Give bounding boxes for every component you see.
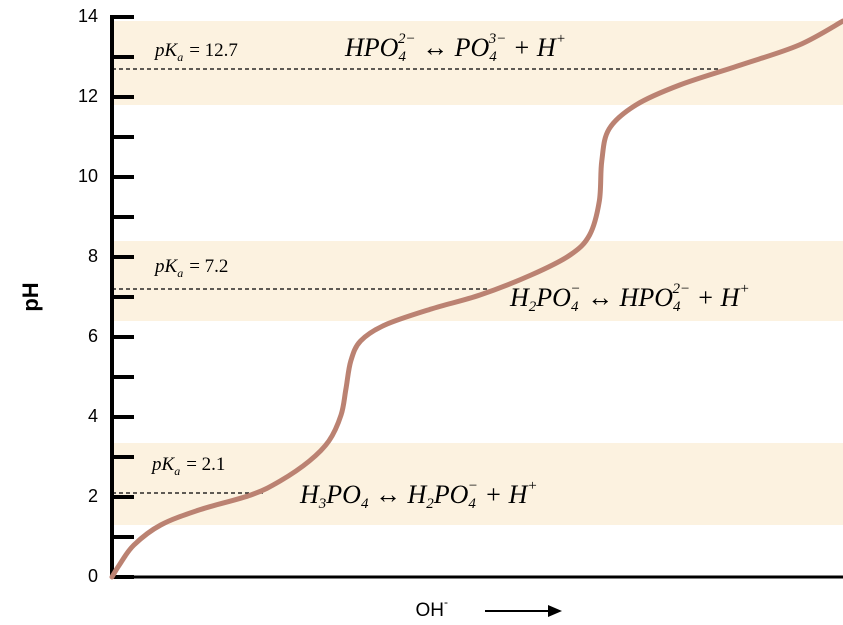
equation-subscript: 2	[529, 299, 537, 315]
equation: HPO42−​ ↔ PO43−​ + H+​	[344, 31, 566, 65]
equation-term: H	[299, 480, 320, 509]
equation-term: PO	[325, 480, 361, 509]
pka-symbol: pK	[150, 454, 176, 475]
equation-term: ↔	[581, 283, 620, 312]
equation-superscript: +	[556, 31, 566, 47]
pka-symbol: pK	[153, 256, 179, 277]
buffer-band	[112, 241, 843, 321]
pka-value: = 7.2	[189, 256, 228, 277]
y-axis-label: pH	[18, 282, 43, 311]
equation-superscript: +	[739, 281, 749, 297]
equation-subscript: 4	[468, 496, 476, 512]
equation-subscript: 3	[318, 496, 327, 512]
equation-subscript: 4	[361, 496, 369, 512]
x-label-sup: -	[444, 595, 448, 609]
equation-subscript: 4	[398, 49, 406, 65]
pka-subscript: a	[177, 50, 183, 64]
equation-term: H	[509, 283, 530, 312]
y-tick-label: 14	[78, 6, 98, 26]
y-tick-label: 8	[88, 246, 98, 266]
x-arrow-head	[548, 605, 562, 617]
equation-subscript: 4	[571, 299, 579, 315]
equation-superscript: −	[570, 281, 580, 297]
equation-superscript: +	[527, 478, 537, 494]
y-tick-label: 6	[88, 326, 98, 346]
equation-term: ↔	[368, 480, 407, 509]
pka-symbol: pK	[153, 40, 179, 61]
equation-term: PO	[433, 480, 469, 509]
buffer-band	[112, 443, 843, 525]
equation-term: PO	[535, 283, 571, 312]
pka-label: pKa = 2.1	[150, 454, 225, 477]
pka-subscript: a	[177, 266, 183, 280]
equation-subscript: 4	[489, 49, 497, 65]
equation-superscript: 2−	[398, 31, 416, 47]
pka-subscript: a	[174, 464, 180, 478]
equation-subscript: 4	[673, 299, 681, 315]
equation-term: + H	[506, 33, 557, 62]
pka-value: = 2.1	[186, 454, 225, 475]
pka-value: = 12.7	[189, 40, 238, 61]
y-tick-label: 2	[88, 486, 98, 506]
equation-term: ↔	[416, 33, 455, 62]
equation-term: PO	[454, 33, 490, 62]
y-tick-label: 10	[78, 166, 98, 186]
equation-term: H	[406, 480, 427, 509]
equation-term: HPO	[344, 33, 399, 62]
y-tick-label: 12	[78, 86, 98, 106]
equation-superscript: 3−	[488, 31, 507, 47]
pka-label: pKa = 7.2	[153, 256, 228, 279]
titration-curve	[109, 18, 843, 580]
x-axis-label: OH-	[416, 595, 449, 621]
equation: H2​PO4−​ ↔ HPO42−​ + H+​	[509, 281, 750, 315]
y-tick-label: 0	[88, 566, 98, 586]
equation-subscript: 2	[426, 496, 434, 512]
pka-label: pKa = 12.7	[153, 40, 238, 63]
equation: H3​PO4​ ↔ H2​PO4−​ + H+​	[299, 478, 537, 512]
equation-term: + H	[690, 283, 741, 312]
buffer-band	[112, 21, 843, 105]
equation-superscript: −	[468, 478, 478, 494]
equation-superscript: 2−	[673, 281, 691, 297]
equation-term: HPO	[619, 283, 674, 312]
equation-term: + H	[478, 480, 529, 509]
x-label-text: OH	[416, 600, 445, 621]
y-tick-label: 4	[88, 406, 98, 426]
